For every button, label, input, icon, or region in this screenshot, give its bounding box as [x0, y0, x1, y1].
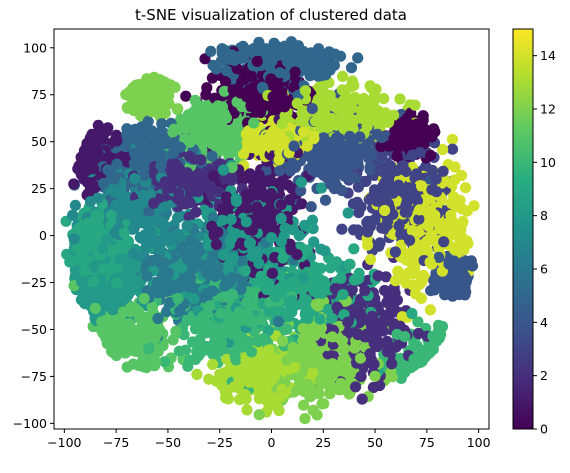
scatter-point	[367, 147, 379, 159]
scatter-point	[322, 348, 334, 360]
scatter-point	[352, 52, 364, 64]
scatter-point	[235, 237, 247, 249]
scatter-point	[206, 72, 218, 84]
scatter-point	[407, 267, 419, 280]
scatter-point	[298, 399, 310, 411]
scatter-point	[263, 175, 275, 187]
scatter-point	[301, 244, 313, 256]
scatter-point	[375, 141, 387, 153]
scatter-point	[311, 409, 323, 421]
scatter-point	[348, 224, 360, 236]
scatter-point	[304, 391, 317, 403]
scatter-point	[64, 256, 76, 268]
scatter-point	[295, 185, 307, 197]
scatter-point	[348, 172, 360, 184]
scatter-point	[392, 265, 404, 277]
scatter-point	[391, 150, 403, 162]
scatter-point	[318, 132, 330, 144]
scatter-point	[369, 370, 381, 382]
scatter-point	[376, 150, 388, 162]
chart-title: t-SNE visualization of clustered data	[135, 6, 407, 24]
scatter-point	[437, 165, 449, 177]
scatter-point	[412, 327, 425, 340]
scatter-point	[284, 194, 296, 206]
scatter-point	[92, 192, 104, 204]
scatter-point	[389, 275, 402, 287]
scatter-point	[427, 330, 439, 342]
scatter-point	[165, 235, 177, 247]
scatter-point	[409, 99, 421, 111]
scatter-point	[119, 347, 132, 359]
scatter-point	[200, 89, 212, 101]
scatter-point	[445, 209, 457, 221]
scatter-point	[161, 305, 173, 318]
scatter-point	[70, 264, 82, 276]
scatter-point	[348, 243, 360, 255]
scatter-point	[244, 168, 256, 180]
scatter-point	[426, 164, 438, 176]
scatter-point	[76, 276, 88, 288]
scatter-point	[459, 182, 472, 194]
scatter-point	[214, 368, 226, 380]
scatter-point	[207, 358, 219, 370]
scatter-point	[462, 237, 474, 250]
scatter-point	[305, 201, 317, 213]
scatter-point	[281, 223, 293, 235]
scatter-point	[355, 370, 367, 383]
scatter-point	[172, 212, 184, 224]
scatter-point	[410, 288, 422, 300]
scatter-point	[436, 194, 448, 206]
scatter-point	[397, 365, 409, 377]
scatter-point	[253, 169, 265, 181]
scatter-point	[288, 81, 300, 93]
scatter-point	[399, 273, 411, 285]
scatter-point	[385, 366, 397, 378]
scatter-point	[411, 340, 423, 352]
scatter-point	[159, 356, 171, 368]
scatter-point	[206, 150, 218, 162]
scatter-point	[337, 70, 349, 82]
scatter-point	[180, 90, 192, 102]
scatter-point	[362, 239, 374, 251]
scatter-point	[221, 65, 233, 77]
scatter-point	[412, 316, 424, 328]
scatter-point	[342, 207, 354, 219]
scatter-point	[296, 198, 308, 210]
scatter-point	[419, 271, 431, 283]
scatter-point	[381, 285, 393, 298]
scatter-point	[315, 182, 328, 194]
scatter-point	[191, 368, 203, 380]
scatter-point	[253, 409, 265, 421]
scatter-point	[308, 236, 320, 248]
scatter-point	[275, 199, 287, 211]
scatter-point	[424, 304, 436, 316]
scatter-point	[319, 194, 332, 206]
scatter-point	[205, 45, 217, 58]
scatter-point	[215, 55, 227, 67]
scatter-point	[446, 133, 459, 145]
scatter-point	[345, 62, 358, 74]
scatter-point	[299, 413, 311, 425]
scatter-point	[324, 89, 336, 101]
scatter-point	[318, 398, 330, 410]
scatter-point	[173, 345, 185, 357]
scatter-point	[430, 173, 442, 185]
scatter-point	[67, 209, 79, 221]
scatter-point	[437, 143, 449, 156]
scatter-point	[372, 270, 384, 282]
scatter-point	[433, 251, 445, 263]
scatter-point	[446, 143, 459, 155]
scatter-point	[367, 381, 379, 394]
scatter-point	[394, 93, 406, 105]
scatter-point	[350, 381, 362, 393]
scatter-point	[315, 243, 327, 255]
scatter-points	[60, 36, 480, 425]
scatter-point	[142, 115, 154, 127]
scatter-point	[348, 80, 360, 92]
scatter-point	[241, 404, 253, 416]
